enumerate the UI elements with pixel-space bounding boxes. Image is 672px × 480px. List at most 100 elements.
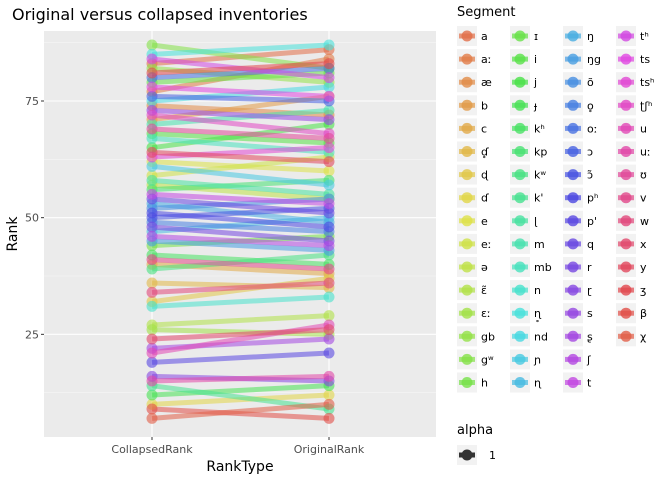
alpha-key-point bbox=[462, 450, 473, 461]
legend-key-point bbox=[621, 238, 632, 249]
legend-key-point bbox=[515, 77, 526, 88]
legend-key-point bbox=[621, 262, 632, 273]
legend-key-point bbox=[515, 377, 526, 388]
data-point bbox=[147, 413, 158, 424]
legend-key-point bbox=[621, 331, 632, 342]
legend-label: ŋ bbox=[587, 30, 594, 43]
legend-key bbox=[510, 142, 530, 162]
legend-key bbox=[510, 26, 530, 46]
legend-key bbox=[616, 95, 636, 115]
legend-label: ŋg bbox=[587, 53, 601, 66]
legend-key-point bbox=[515, 192, 526, 203]
legend-key bbox=[563, 280, 583, 300]
legend-key-point bbox=[621, 100, 632, 111]
data-point bbox=[147, 124, 158, 135]
legend-label: kp bbox=[534, 146, 547, 159]
legend-key-point bbox=[568, 192, 579, 203]
legend-label: oː bbox=[587, 122, 597, 135]
data-point bbox=[147, 231, 158, 242]
legend-key bbox=[510, 234, 530, 254]
data-point bbox=[324, 222, 335, 233]
legend-key-point bbox=[568, 100, 579, 111]
legend-key-point bbox=[515, 308, 526, 319]
data-point bbox=[324, 371, 335, 382]
legend-key bbox=[457, 26, 477, 46]
data-point bbox=[324, 156, 335, 167]
data-point bbox=[324, 198, 335, 209]
legend-label: y bbox=[640, 261, 647, 274]
legend-key bbox=[616, 303, 636, 323]
legend-key bbox=[510, 72, 530, 92]
data-point bbox=[147, 376, 158, 387]
legend-key bbox=[457, 280, 477, 300]
data-point bbox=[324, 133, 335, 144]
legend-key bbox=[563, 303, 583, 323]
legend-key bbox=[563, 188, 583, 208]
data-point bbox=[324, 40, 335, 51]
legend-label: e bbox=[481, 215, 488, 228]
legend-label: eː bbox=[481, 238, 491, 251]
alpha-legend-label: 1 bbox=[489, 449, 496, 462]
y-tick-label: 75 bbox=[25, 95, 39, 108]
legend-key bbox=[510, 49, 530, 69]
legend-key bbox=[457, 234, 477, 254]
legend-key-point bbox=[568, 238, 579, 249]
legend-key-point bbox=[462, 331, 473, 342]
y-axis-label: Rank bbox=[5, 216, 21, 252]
data-point bbox=[324, 264, 335, 275]
legend-key bbox=[457, 303, 477, 323]
legend-label: q bbox=[587, 238, 594, 251]
alpha-legend: alpha 1 bbox=[457, 423, 496, 465]
legend-label: ɟ bbox=[533, 99, 537, 112]
legend-key bbox=[457, 118, 477, 138]
legend-key-point bbox=[621, 169, 632, 180]
data-point bbox=[147, 189, 158, 200]
legend-key-point bbox=[462, 31, 473, 42]
legend-key bbox=[457, 373, 477, 393]
legend-key bbox=[510, 303, 530, 323]
legend-key bbox=[457, 72, 477, 92]
legend-key-point bbox=[462, 146, 473, 157]
alpha-legend-title: alpha bbox=[457, 423, 493, 438]
data-point bbox=[147, 175, 158, 186]
legend-key-point bbox=[621, 215, 632, 226]
legend-key bbox=[563, 118, 583, 138]
legend-key-point bbox=[515, 123, 526, 134]
legend-key-point bbox=[462, 354, 473, 365]
x-axis: CollapsedRank OriginalRank bbox=[111, 437, 365, 456]
data-point bbox=[147, 334, 158, 345]
legend-label: r bbox=[587, 261, 592, 274]
legend-key bbox=[510, 118, 530, 138]
legend-key bbox=[510, 257, 530, 277]
legend-key bbox=[510, 95, 530, 115]
data-point bbox=[324, 72, 335, 83]
legend-key-point bbox=[462, 54, 473, 65]
legend-label: ɗ̥ bbox=[481, 146, 489, 159]
x-tick-label: OriginalRank bbox=[294, 443, 365, 456]
legend-label: c bbox=[481, 122, 487, 135]
legend-key-point bbox=[568, 146, 579, 157]
legend-key bbox=[616, 211, 636, 231]
legend-key-point bbox=[515, 262, 526, 273]
legend-key bbox=[457, 49, 477, 69]
legend-label: β bbox=[640, 307, 647, 320]
legend-label: ɲ bbox=[533, 353, 541, 366]
legend-label: m bbox=[534, 238, 545, 251]
legend-key bbox=[510, 326, 530, 346]
legend-label: ʈʃʰ bbox=[640, 99, 652, 112]
legend-label: a bbox=[481, 30, 488, 43]
data-point bbox=[324, 292, 335, 303]
data-point bbox=[147, 287, 158, 298]
legend-key bbox=[563, 211, 583, 231]
legend-key bbox=[563, 72, 583, 92]
legend-key-point bbox=[462, 100, 473, 111]
legend-label: ɪ bbox=[534, 30, 538, 43]
legend-key bbox=[457, 211, 477, 231]
legend-label: nd bbox=[534, 330, 548, 343]
data-point bbox=[324, 413, 335, 424]
legend-key bbox=[563, 165, 583, 185]
legend-key bbox=[510, 211, 530, 231]
legend-key bbox=[616, 72, 636, 92]
legend-key bbox=[457, 349, 477, 369]
